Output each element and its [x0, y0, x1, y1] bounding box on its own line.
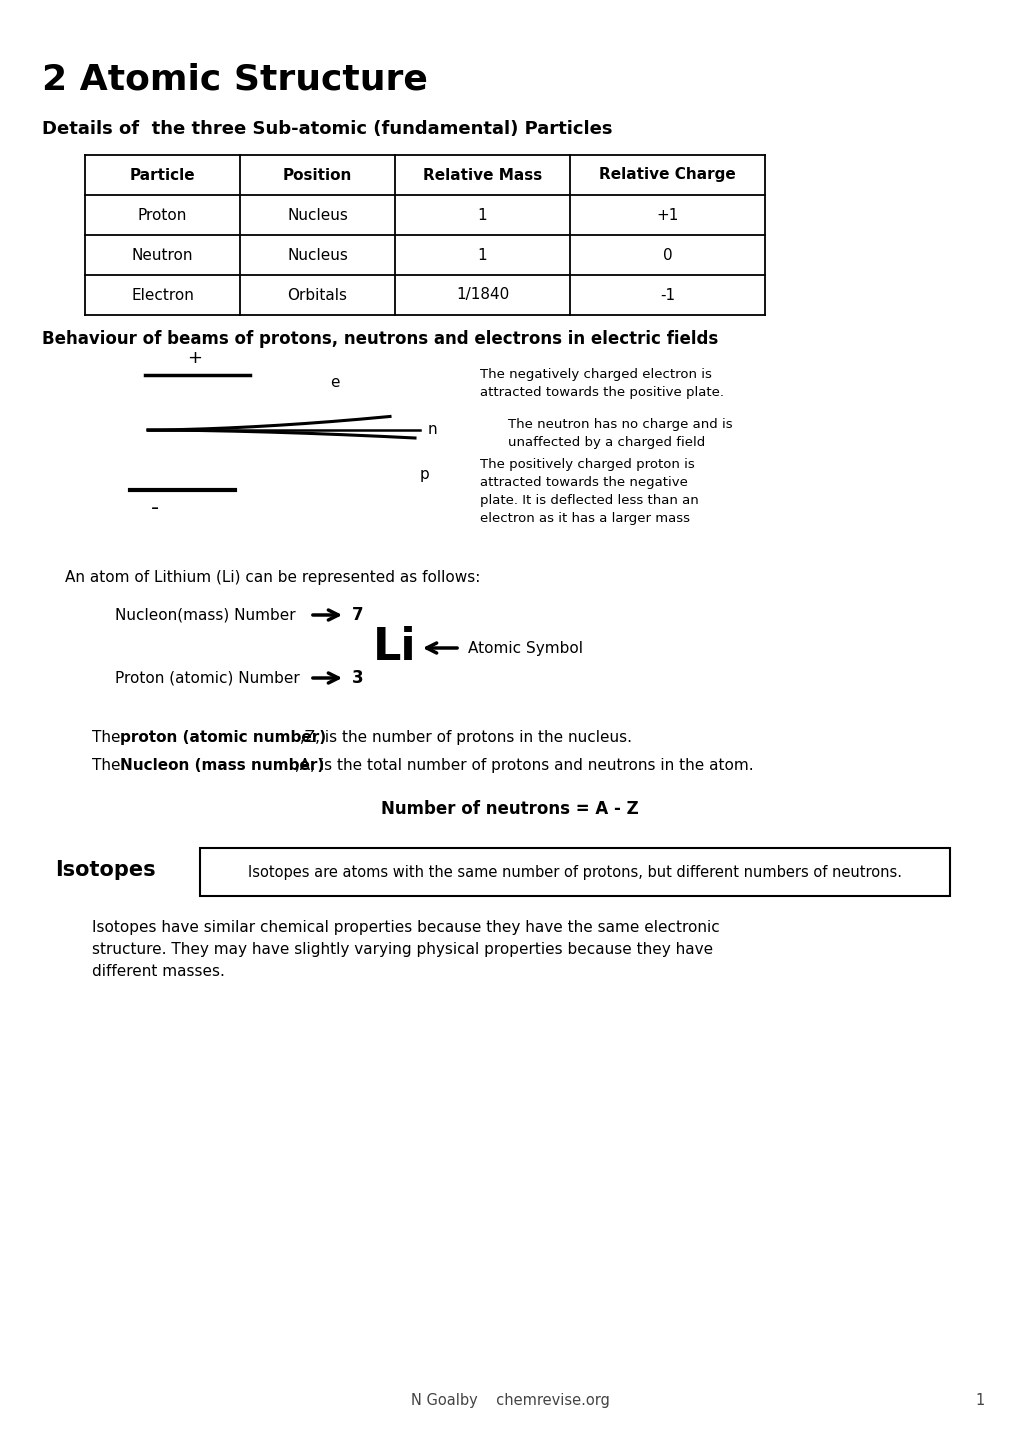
Text: +1: +1	[655, 208, 678, 222]
Text: 1: 1	[477, 248, 487, 262]
Text: -: -	[151, 497, 159, 518]
Text: The positively charged proton is
attracted towards the negative
plate. It is def: The positively charged proton is attract…	[480, 459, 698, 525]
Text: Isotopes: Isotopes	[55, 859, 156, 880]
Text: Proton (atomic) Number: Proton (atomic) Number	[115, 671, 300, 685]
Text: -1: -1	[659, 287, 675, 303]
Text: Isotopes have similar chemical properties because they have the same electronic
: Isotopes have similar chemical propertie…	[92, 920, 719, 979]
Text: Particle: Particle	[129, 167, 195, 183]
Text: Proton: Proton	[138, 208, 187, 222]
Text: 7: 7	[352, 606, 363, 624]
Text: Electron: Electron	[130, 287, 194, 303]
Text: An atom of Lithium (Li) can be represented as follows:: An atom of Lithium (Li) can be represent…	[65, 570, 480, 585]
Bar	[200, 848, 949, 895]
Text: 1: 1	[975, 1393, 984, 1407]
Text: The: The	[92, 730, 125, 746]
Text: N Goalby    chemrevise.org: N Goalby chemrevise.org	[411, 1393, 608, 1407]
Text: Number of neutrons = A - Z: Number of neutrons = A - Z	[381, 800, 638, 818]
Text: ,Z, is the number of protons in the nucleus.: ,Z, is the number of protons in the nucl…	[294, 730, 632, 746]
Text: 2 Atomic Structure: 2 Atomic Structure	[42, 62, 427, 97]
Text: Li: Li	[373, 626, 417, 669]
Text: n: n	[428, 423, 437, 437]
Text: The negatively charged electron is
attracted towards the positive plate.: The negatively charged electron is attra…	[480, 368, 723, 399]
Text: Orbitals: Orbitals	[287, 287, 347, 303]
Text: The neutron has no charge and is
unaffected by a charged field: The neutron has no charge and is unaffec…	[507, 418, 732, 448]
Text: Nucleon(mass) Number: Nucleon(mass) Number	[115, 607, 296, 623]
Text: Nucleus: Nucleus	[286, 208, 347, 222]
Text: 1/1840: 1/1840	[455, 287, 508, 303]
Text: Nucleon (mass number): Nucleon (mass number)	[120, 758, 324, 773]
Text: p: p	[420, 467, 429, 483]
Text: +: +	[187, 349, 203, 368]
Text: Position: Position	[282, 167, 352, 183]
Text: Atomic Symbol: Atomic Symbol	[468, 640, 583, 656]
Text: Relative Charge: Relative Charge	[598, 167, 735, 183]
Text: Behaviour of beams of protons, neutrons and electrons in electric fields: Behaviour of beams of protons, neutrons …	[42, 330, 717, 348]
Text: e: e	[330, 375, 339, 389]
Text: The: The	[92, 758, 125, 773]
Text: Nucleus: Nucleus	[286, 248, 347, 262]
Text: Relative Mass: Relative Mass	[423, 167, 541, 183]
Text: ,A, is the total number of protons and neutrons in the atom.: ,A, is the total number of protons and n…	[289, 758, 753, 773]
Text: Neutron: Neutron	[131, 248, 193, 262]
Text: 3: 3	[352, 669, 363, 686]
Text: Details of  the three Sub-atomic (fundamental) Particles: Details of the three Sub-atomic (fundame…	[42, 120, 611, 138]
Text: 1: 1	[477, 208, 487, 222]
Text: Isotopes are atoms with the same number of protons, but different numbers of neu: Isotopes are atoms with the same number …	[248, 865, 901, 880]
Text: 0: 0	[662, 248, 672, 262]
Text: proton (atomic number): proton (atomic number)	[120, 730, 326, 746]
